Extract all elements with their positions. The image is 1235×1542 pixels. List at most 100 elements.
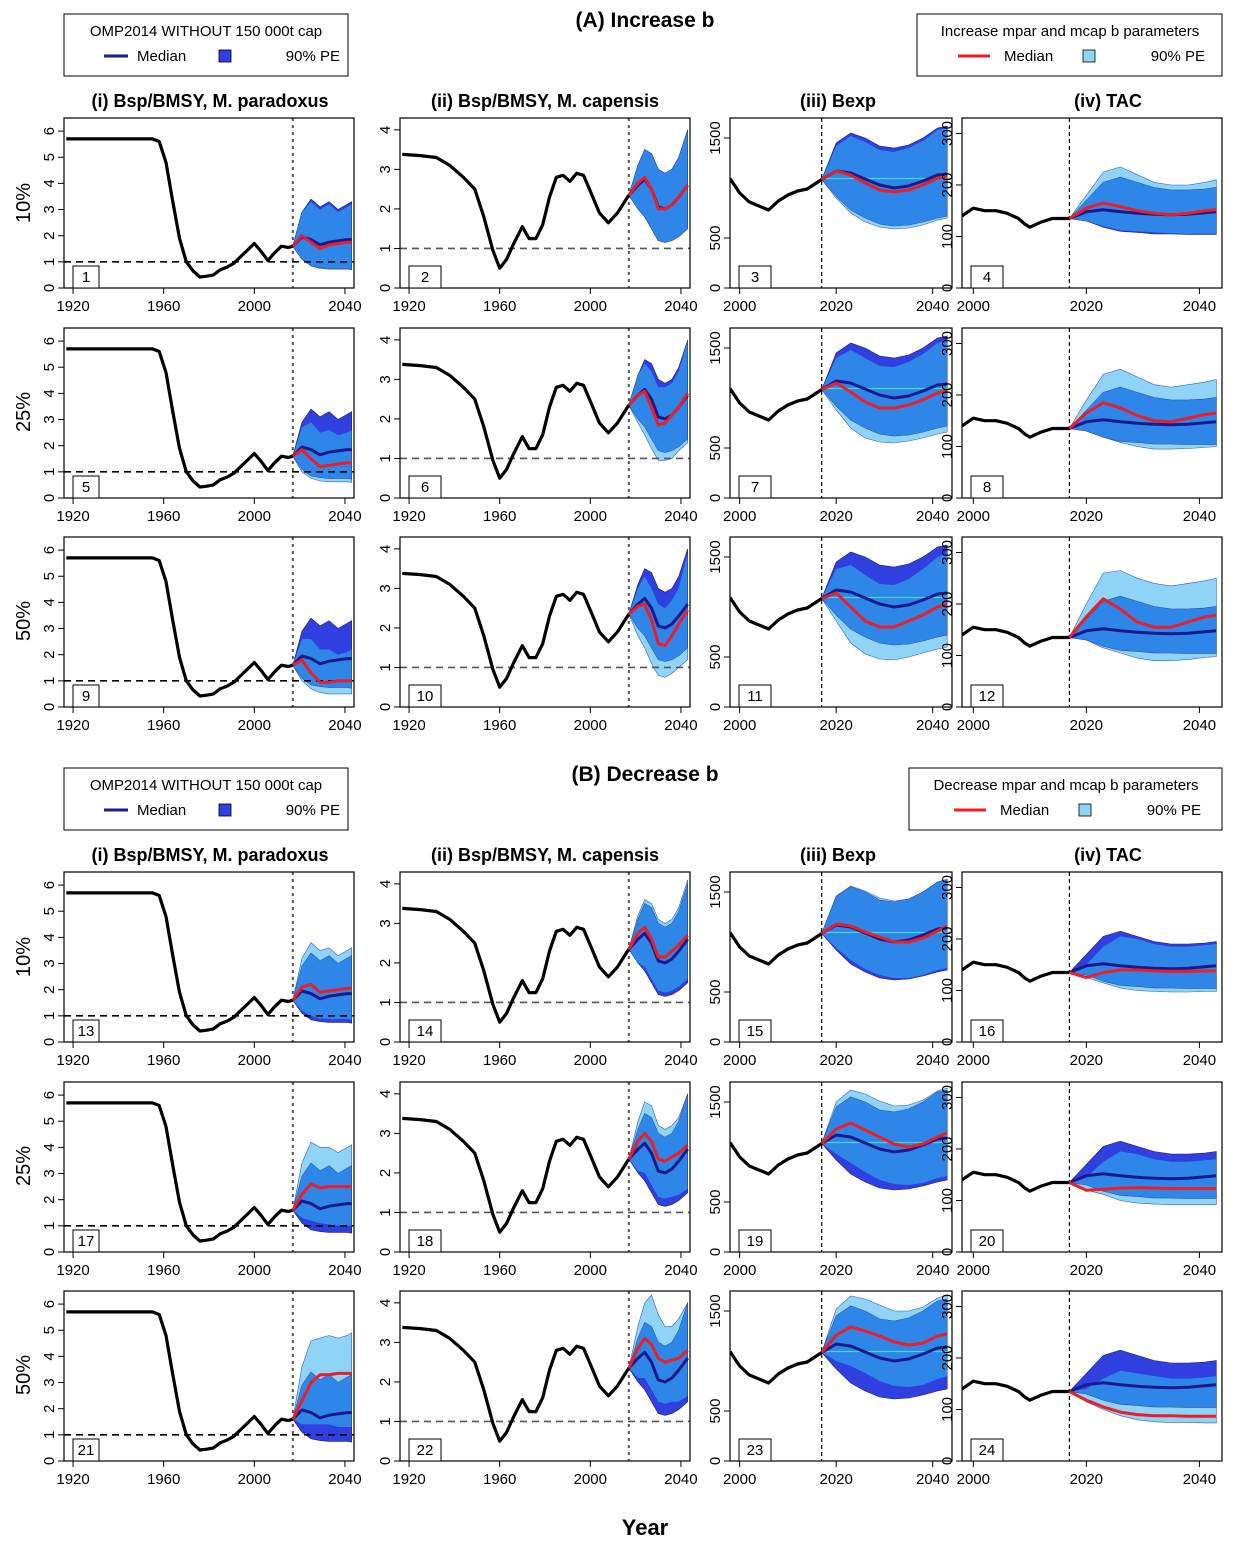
y-tick-label: 1 (377, 1208, 394, 1216)
alt-median-line (627, 602, 689, 648)
y-tick-label: 1 (377, 1417, 394, 1425)
panel-number-box (970, 684, 1004, 708)
y-tick-label: 3 (41, 415, 58, 423)
x-tick-label: 1920 (56, 298, 89, 315)
column-title-3: (iii) Bexp (800, 845, 876, 865)
y-tick-label: 2 (377, 1169, 394, 1177)
panel-number: 19 (747, 1233, 764, 1250)
y-tick-label: 3 (377, 584, 394, 592)
x-tick-label: 1920 (56, 1471, 89, 1488)
panel-8: 2000 2020 2040 0 100 200 300 8 (939, 327, 1223, 525)
y-tick-label: 1 (41, 258, 58, 266)
y-tick-label: 3 (377, 165, 394, 173)
overlap-band (821, 1090, 948, 1185)
y-tick-label: 5 (41, 907, 58, 915)
panel-16: 2000 2020 2040 0 100 200 300 16 (939, 871, 1223, 1069)
y-tick-label: 3 (41, 624, 58, 632)
y-tick-label: 500 (707, 979, 724, 1004)
panel-number-box (738, 1019, 772, 1043)
history-line (402, 152, 631, 270)
panel-20: 2000 2020 2040 0 100 200 300 20 (939, 1081, 1223, 1279)
y-tick-label: 6 (41, 881, 58, 889)
panel-number: 2 (421, 269, 429, 286)
y-tick-label: 300 (939, 1294, 956, 1319)
section-title: (B) Decrease b (571, 763, 718, 786)
plot-area (730, 872, 952, 1042)
y-tick-label: 0 (41, 1457, 58, 1465)
y-tick-label: 2 (377, 1378, 394, 1386)
y-tick-label: 200 (939, 591, 956, 616)
overlap-band (628, 339, 688, 453)
row-label-1: 10% (13, 183, 35, 223)
overlap-band-group (628, 339, 688, 453)
legend-left-band-label: 90% PE (286, 802, 340, 819)
alt-median-line (821, 591, 948, 629)
x-tick-label: 2040 (916, 1471, 949, 1488)
alt-median-line (820, 1325, 948, 1354)
overlap-band (1069, 936, 1217, 989)
alt-median-line (1068, 1181, 1217, 1192)
plot-area (730, 118, 952, 288)
history-line (730, 387, 823, 422)
x-tick-label: 1920 (392, 1262, 425, 1279)
history-line (66, 891, 294, 1033)
legend-left-title: OMP2014 WITHOUT 150 000t cap (90, 777, 322, 794)
panel-5: 1920 1960 2000 2040 0 1 2 3 4 5 6 5 (41, 327, 362, 525)
alt-median-line (821, 381, 948, 410)
y-tick-label: 0 (41, 284, 58, 292)
x-tick-label: 1960 (483, 1052, 516, 1069)
panel-frame (961, 871, 1223, 1043)
panel-number: 23 (747, 1442, 764, 1459)
x-tick-label: 2040 (664, 1471, 697, 1488)
legend-right-box (916, 13, 1223, 77)
y-tick-label: 0 (939, 703, 956, 711)
panel-number-box (408, 684, 442, 708)
legend-right-median-label: Median (1000, 802, 1049, 819)
y-tick-label: 0 (377, 494, 394, 502)
legend-left-box (63, 767, 349, 831)
y-tick-label: 5 (41, 363, 58, 371)
y-tick-label: 200 (939, 1136, 956, 1161)
panel-number: 10 (417, 688, 434, 705)
y-tick-label: 2 (377, 624, 394, 632)
panel-frame (63, 1081, 355, 1253)
x-tick-label: 2020 (819, 717, 852, 734)
panel-number-box (72, 475, 100, 499)
panel-4: 2000 2020 2040 0 100 200 300 4 (939, 117, 1223, 315)
panel-number: 16 (979, 1023, 996, 1040)
plot-area (730, 1082, 952, 1252)
overlap-band (821, 340, 948, 436)
panel-number: 7 (751, 479, 759, 496)
history-line (962, 625, 1070, 648)
history-line (730, 596, 823, 631)
y-tick-label: 0 (707, 703, 724, 711)
panel-frame (961, 1081, 1223, 1253)
x-tick-label: 2040 (664, 717, 697, 734)
x-tick-label: 2040 (1183, 508, 1216, 525)
overlap-band-group (628, 552, 688, 662)
panel-frame (63, 536, 355, 708)
legend-left: OMP2014 WITHOUT 150 000t cap Median 90% … (63, 13, 349, 77)
y-tick-label: 4 (41, 1352, 58, 1360)
base-median-line (291, 654, 352, 667)
overlap-band-group (292, 1372, 352, 1427)
history-line (402, 571, 631, 689)
panel-frame (63, 871, 355, 1043)
x-tick-label: 2040 (328, 1471, 361, 1488)
x-tick-label: 2000 (574, 508, 607, 525)
history-line (730, 1350, 823, 1385)
x-tick-label: 2020 (1070, 508, 1103, 525)
alt-median-line (627, 389, 689, 427)
overlap-band (292, 422, 352, 480)
alt-median-line (627, 1336, 689, 1369)
panel-number-box (72, 684, 100, 708)
plot-area (962, 872, 1217, 1042)
overlap-band-group (1069, 177, 1217, 234)
panel-21: 1920 1960 2000 2040 0 1 2 3 4 5 6 21 (41, 1290, 362, 1488)
x-tick-label: 2000 (957, 298, 990, 315)
x-tick-label: 1960 (483, 298, 516, 315)
y-tick-label: 4 (377, 1299, 394, 1307)
panel-number: 1 (82, 269, 90, 286)
y-tick-label: 500 (707, 644, 724, 669)
